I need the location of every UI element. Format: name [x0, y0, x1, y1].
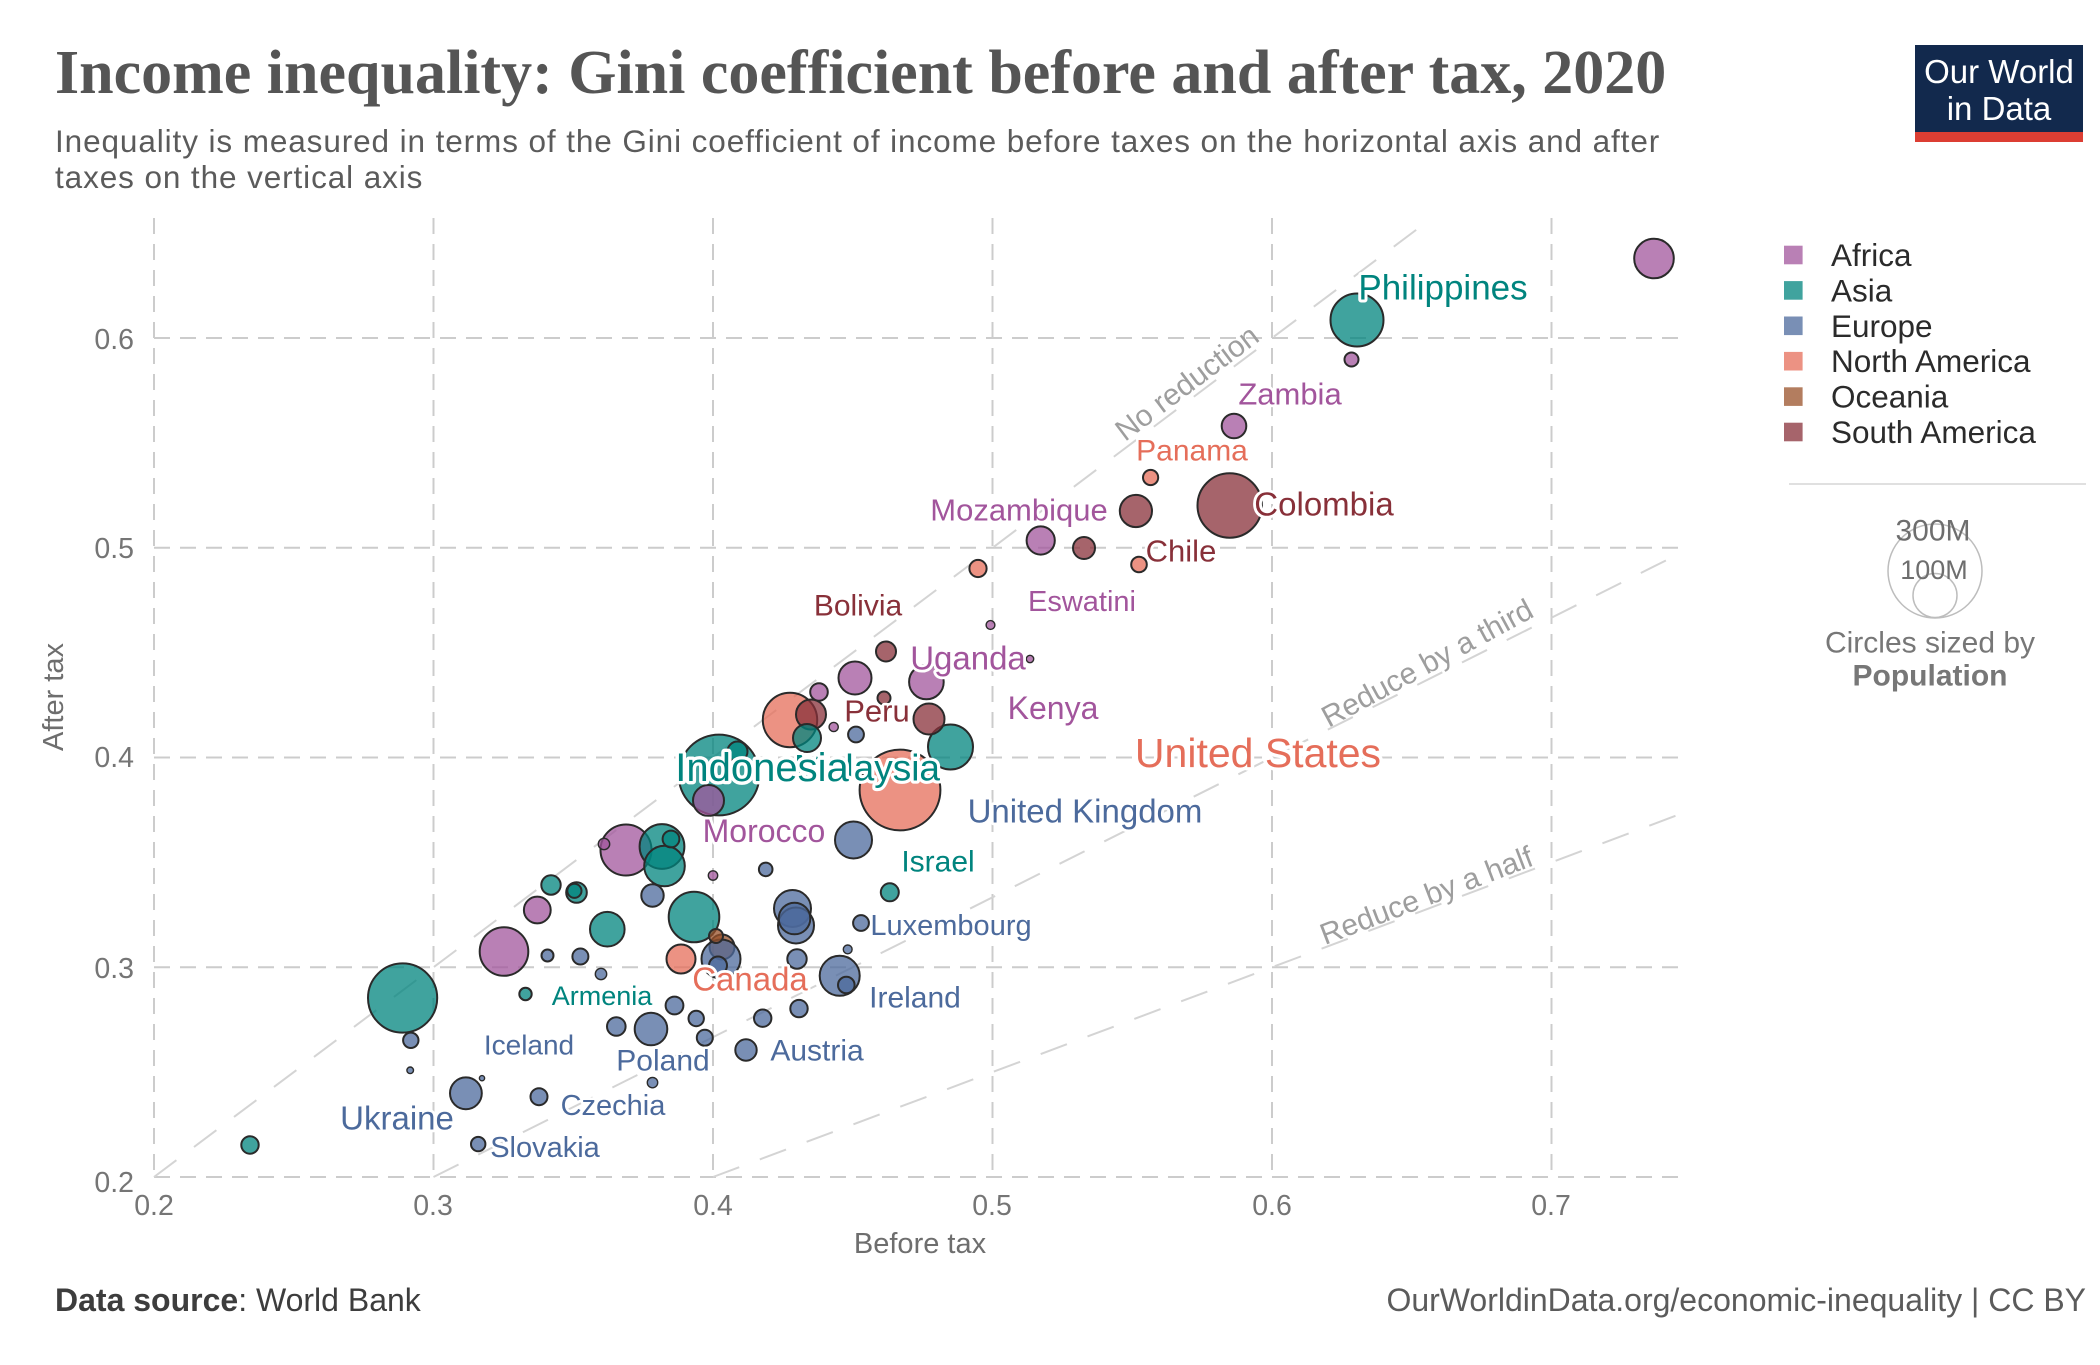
svg-text:Income inequality: Gini coeffi: Income inequality: Gini coefficient befo…: [55, 39, 1666, 107]
svg-text:United States: United States: [1135, 730, 1381, 776]
svg-text:0.6: 0.6: [1252, 1190, 1292, 1222]
svg-text:Uganda: Uganda: [910, 640, 1026, 677]
svg-text:Philippines: Philippines: [1358, 269, 1527, 308]
svg-text:taxes on the vertical axis: taxes on the vertical axis: [55, 159, 423, 195]
svg-text:Zambia: Zambia: [1238, 377, 1342, 412]
svg-text:0.7: 0.7: [1531, 1190, 1571, 1222]
svg-text:Ukraine: Ukraine: [340, 1100, 454, 1137]
svg-text:OurWorldinData.org/economic-in: OurWorldinData.org/economic-inequality |…: [1386, 1282, 2086, 1318]
svg-text:Iceland: Iceland: [484, 1030, 574, 1061]
svg-text:Oceania: Oceania: [1831, 379, 1949, 415]
svg-text:Data source: World Bank: Data source: World Bank: [55, 1282, 422, 1318]
svg-text:0.2: 0.2: [94, 1167, 134, 1199]
svg-text:0.4: 0.4: [94, 742, 134, 774]
svg-text:Luxembourg: Luxembourg: [870, 910, 1031, 942]
svg-text:Asia: Asia: [1831, 272, 1893, 308]
svg-text:Eswatini: Eswatini: [1028, 586, 1136, 618]
svg-text:Peru: Peru: [844, 694, 909, 729]
svg-text:Ireland: Ireland: [869, 982, 961, 1015]
svg-text:0.5: 0.5: [94, 533, 134, 565]
svg-text:Kenya: Kenya: [1008, 690, 1099, 726]
svg-text:Czechia: Czechia: [561, 1090, 667, 1122]
svg-text:0.2: 0.2: [134, 1190, 174, 1222]
svg-text:Africa: Africa: [1831, 237, 1912, 273]
svg-text:Circles sized by: Circles sized by: [1825, 627, 2035, 660]
svg-text:After tax: After tax: [38, 643, 70, 751]
svg-text:Poland: Poland: [616, 1045, 709, 1078]
svg-text:Colombia: Colombia: [1254, 486, 1394, 523]
svg-text:0.4: 0.4: [693, 1190, 733, 1222]
svg-text:South America: South America: [1831, 414, 2036, 450]
svg-text:Bolivia: Bolivia: [814, 590, 903, 623]
svg-text:Mozambique: Mozambique: [930, 493, 1107, 528]
svg-text:North America: North America: [1831, 343, 2031, 379]
svg-text:Panama: Panama: [1136, 435, 1248, 468]
svg-text:100M: 100M: [1900, 555, 1968, 585]
svg-text:Malaysia: Malaysia: [794, 748, 940, 789]
svg-text:0.3: 0.3: [413, 1190, 453, 1222]
svg-text:Chile: Chile: [1146, 534, 1217, 569]
svg-text:Canada: Canada: [692, 961, 808, 998]
svg-text:Indonesia: Indonesia: [675, 746, 849, 790]
svg-text:United Kingdom: United Kingdom: [968, 793, 1203, 830]
svg-text:Israel: Israel: [901, 846, 974, 879]
svg-text:Population: Population: [1853, 660, 2008, 693]
svg-text:Before tax: Before tax: [854, 1228, 987, 1260]
svg-text:0.6: 0.6: [94, 324, 134, 356]
svg-text:300M: 300M: [1895, 515, 1970, 548]
svg-text:in Data: in Data: [1947, 90, 2052, 127]
svg-text:Our World: Our World: [1924, 53, 2074, 90]
svg-text:Europe: Europe: [1831, 308, 1933, 344]
svg-text:Morocco: Morocco: [703, 813, 826, 849]
svg-text:Slovakia: Slovakia: [490, 1132, 600, 1164]
svg-text:0.5: 0.5: [972, 1190, 1012, 1222]
svg-text:Armenia: Armenia: [552, 981, 654, 1011]
svg-text:Austria: Austria: [770, 1035, 864, 1068]
svg-text:Inequality is measured in term: Inequality is measured in terms of the G…: [55, 123, 1660, 159]
svg-text:0.3: 0.3: [94, 953, 134, 985]
